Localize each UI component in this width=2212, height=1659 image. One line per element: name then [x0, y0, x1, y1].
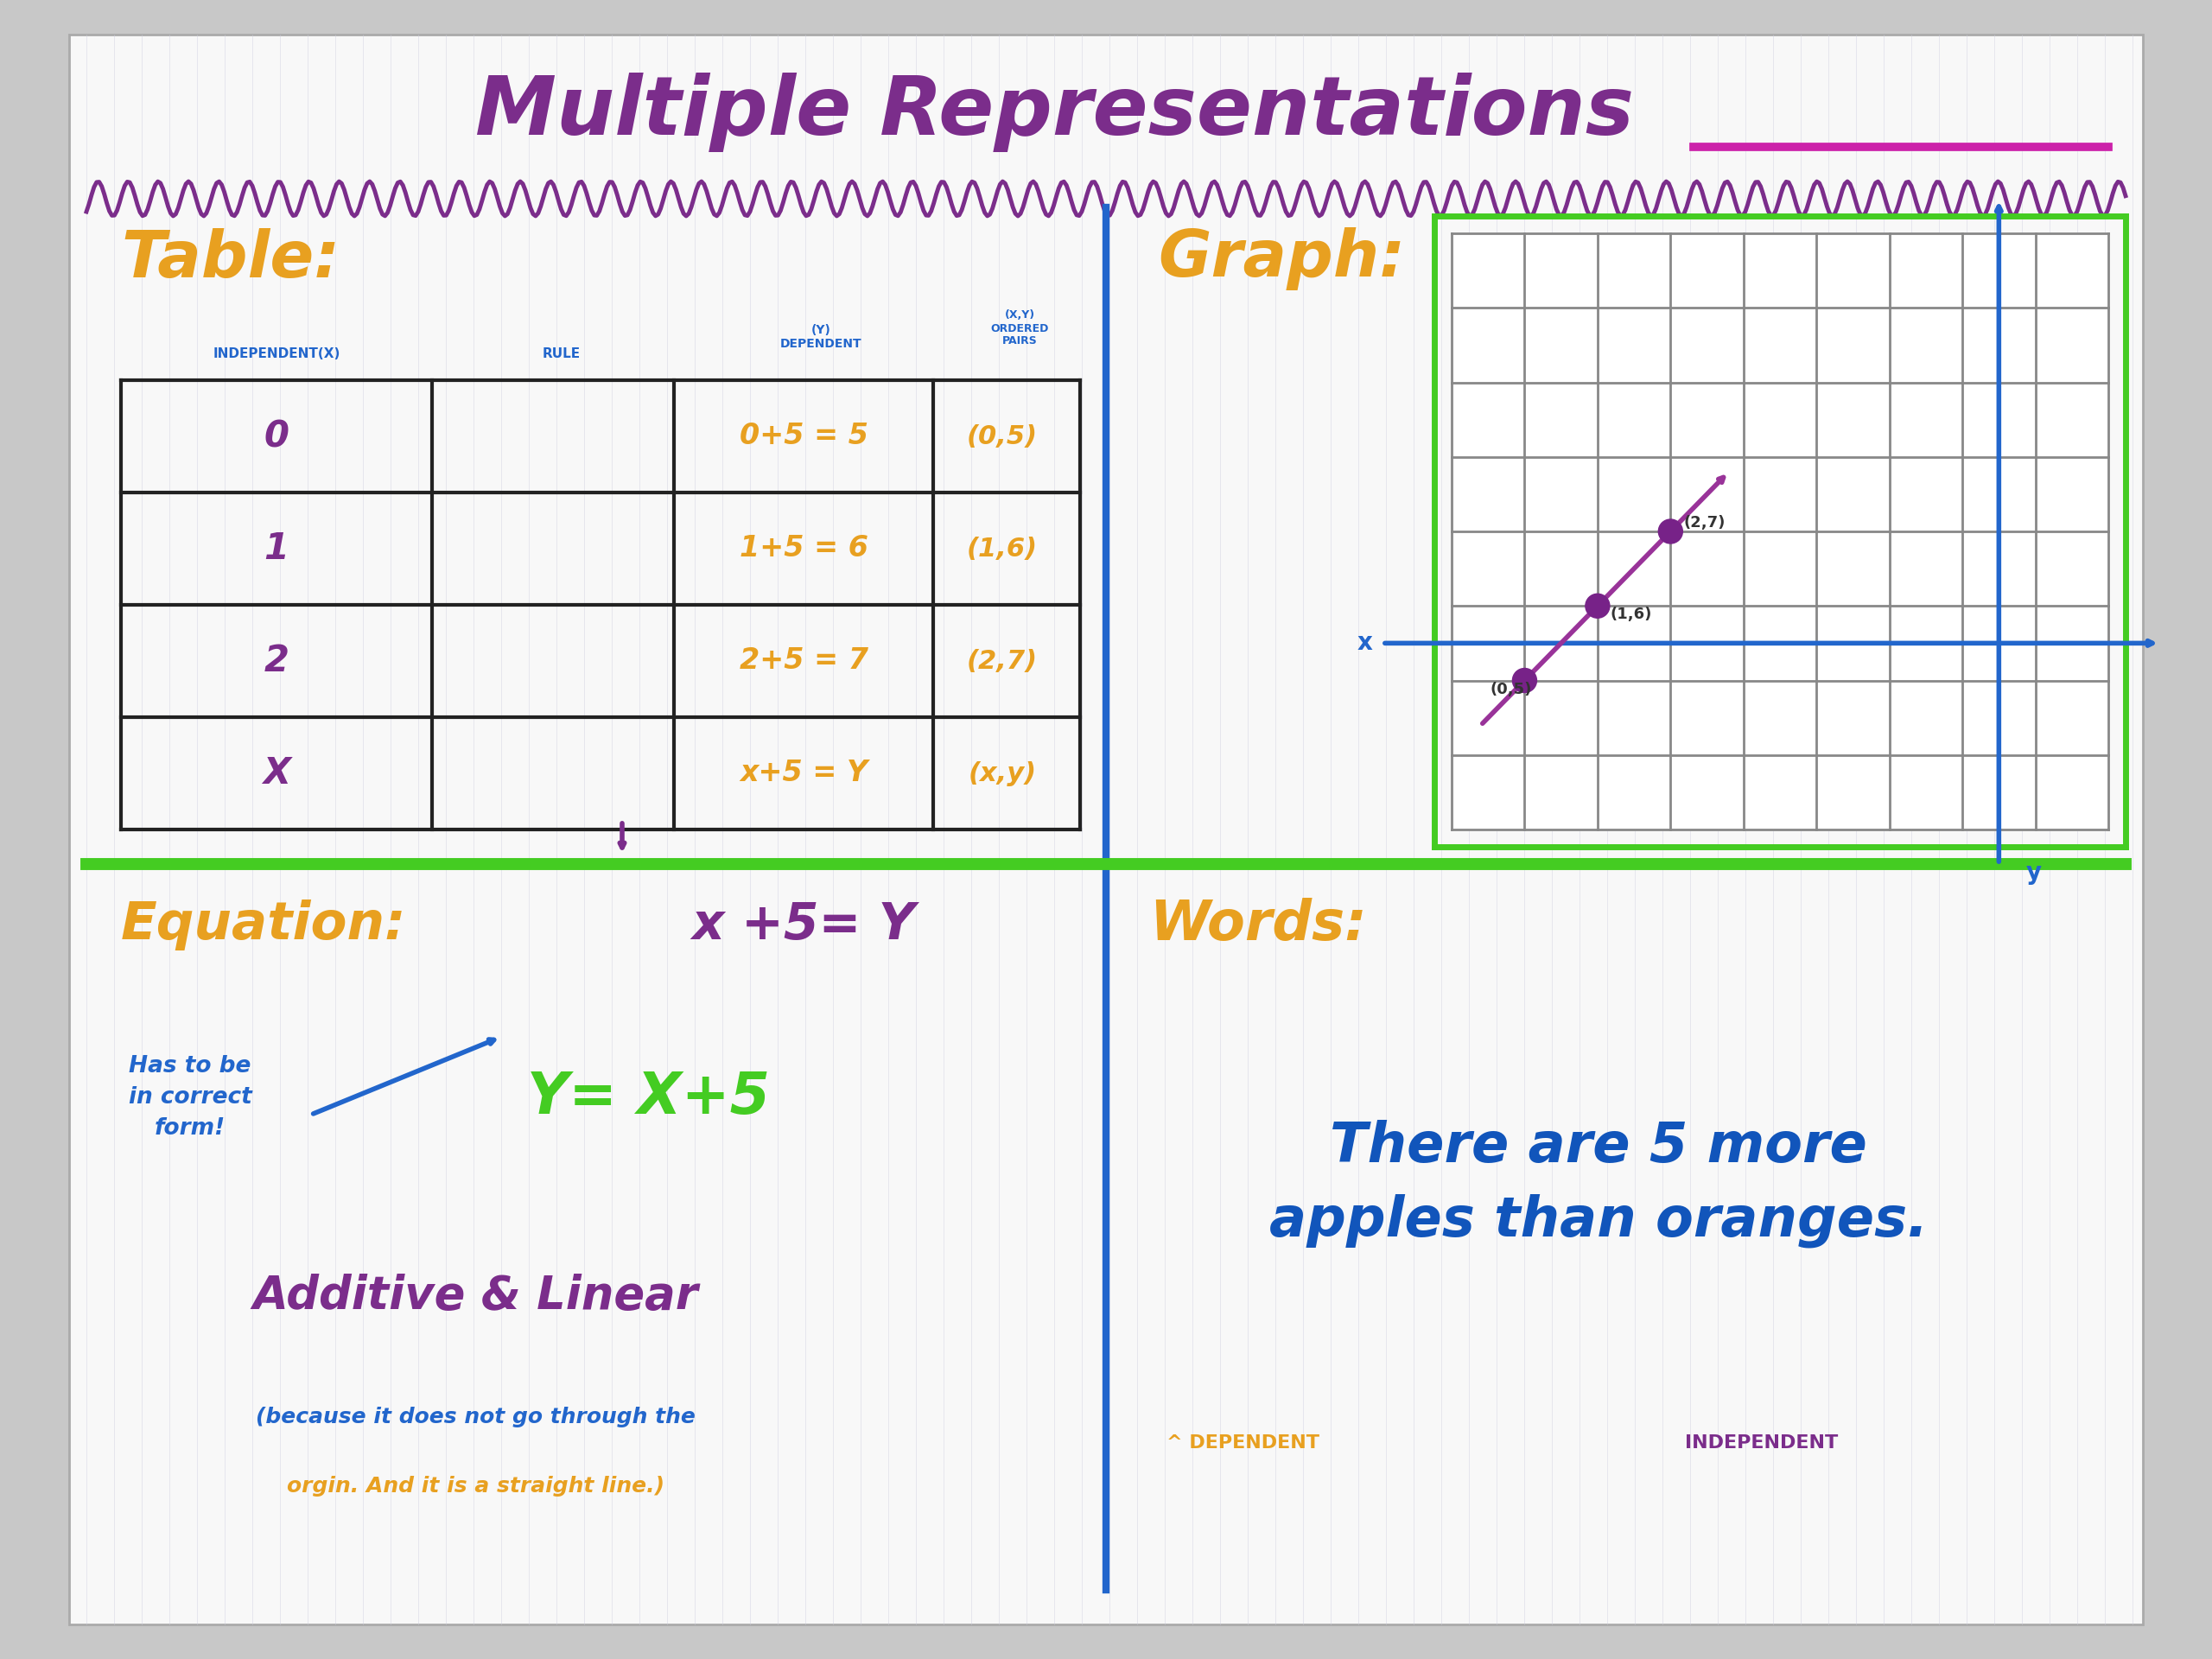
Text: (x,y): (x,y) [969, 761, 1037, 786]
Text: Graph:: Graph: [1157, 227, 1405, 290]
Text: (X,Y)
ORDERED
PAIRS: (X,Y) ORDERED PAIRS [991, 310, 1048, 347]
Text: 2+5 = 7: 2+5 = 7 [739, 647, 867, 675]
Text: 0+5 = 5: 0+5 = 5 [739, 421, 867, 451]
Text: 2: 2 [263, 642, 290, 679]
Text: ^ DEPENDENT: ^ DEPENDENT [1166, 1435, 1318, 1452]
Text: Has to be
in correct
form!: Has to be in correct form! [128, 1055, 252, 1140]
Text: x+5 = Y: x+5 = Y [739, 760, 867, 788]
Text: (1,6): (1,6) [1610, 607, 1652, 622]
Text: (because it does not go through the: (because it does not go through the [254, 1407, 695, 1427]
Text: RULE: RULE [542, 348, 582, 360]
Text: (Y)
DEPENDENT: (Y) DEPENDENT [781, 324, 863, 350]
Text: (0,5): (0,5) [967, 423, 1037, 450]
Text: (2,7): (2,7) [1683, 514, 1725, 531]
Text: INDEPENDENT: INDEPENDENT [1686, 1435, 1838, 1452]
Text: There are 5 more
apples than oranges.: There are 5 more apples than oranges. [1270, 1120, 1929, 1248]
Text: Words:: Words: [1150, 898, 1367, 951]
Text: x: x [1358, 630, 1374, 655]
Text: orgin. And it is a straight line.): orgin. And it is a straight line.) [285, 1477, 664, 1496]
Text: INDEPENDENT(X): INDEPENDENT(X) [212, 348, 341, 360]
Text: 1: 1 [263, 531, 290, 567]
Text: 1+5 = 6: 1+5 = 6 [739, 534, 867, 562]
Text: X: X [263, 755, 290, 791]
Circle shape [1513, 669, 1537, 692]
Text: Equation:: Equation: [122, 899, 407, 951]
Text: y: y [2026, 861, 2042, 884]
Text: (1,6): (1,6) [967, 536, 1037, 561]
Circle shape [1659, 519, 1683, 544]
Text: (0,5): (0,5) [1491, 682, 1533, 697]
Text: Table:: Table: [122, 227, 341, 290]
Text: (2,7): (2,7) [967, 649, 1037, 674]
Circle shape [1586, 594, 1610, 619]
Text: Additive & Linear: Additive & Linear [252, 1274, 699, 1319]
Text: x +5= Y: x +5= Y [690, 899, 916, 949]
Text: Y= X+5: Y= X+5 [526, 1068, 770, 1126]
Text: Multiple Representations: Multiple Representations [476, 73, 1632, 153]
Text: 0: 0 [263, 418, 290, 455]
Bar [1451, 234, 2108, 830]
